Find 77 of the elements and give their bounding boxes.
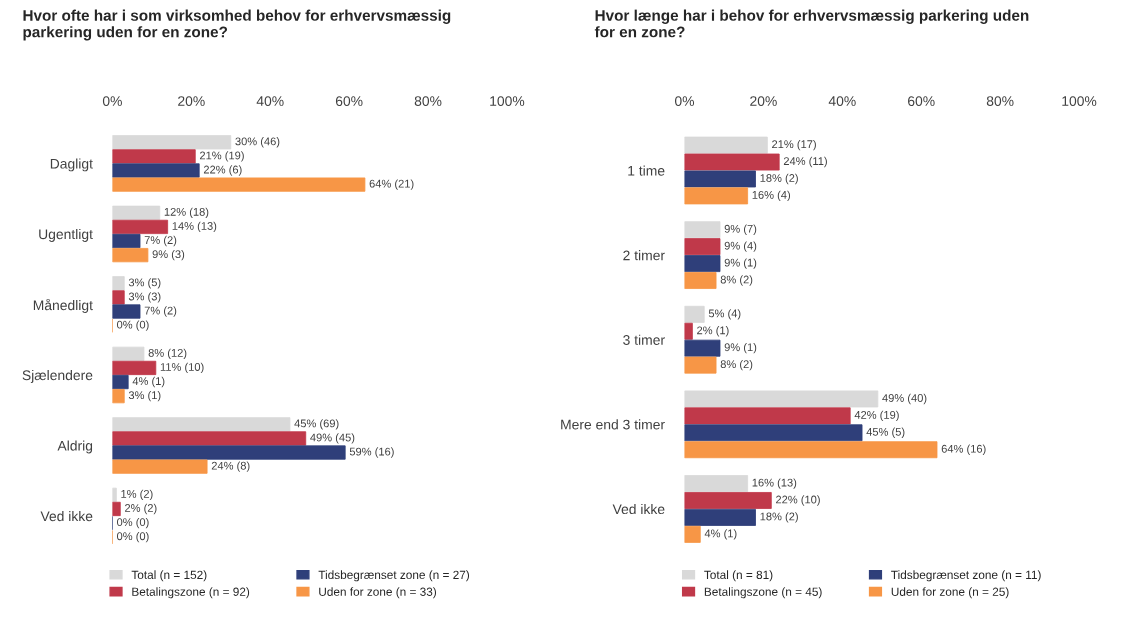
- data-label: 0% (0): [117, 517, 149, 529]
- x-tick-label: 40%: [828, 96, 856, 107]
- y-tick-label: Aldrig: [57, 440, 93, 454]
- x-tick-label: 20%: [178, 96, 205, 107]
- x-tick-label: 0%: [102, 96, 122, 107]
- x-tick-label: 40%: [256, 96, 284, 107]
- data-label: 5% (4): [708, 309, 741, 320]
- data-label: 22% (10): [776, 495, 820, 506]
- legend-label: Tidsbegrænset zone (n = 27): [318, 570, 470, 582]
- data-label: 0% (0): [117, 320, 149, 331]
- data-label: 45% (69): [294, 419, 339, 430]
- data-label: 4% (1): [704, 529, 737, 540]
- chart-title: Hvor længe har i behov for erhvervsmæssig parkering uden for en zone?: [594, 9, 1029, 38]
- data-label: 3% (3): [128, 292, 161, 303]
- y-tick-label: Sjælendere: [22, 369, 93, 383]
- data-label: 12% (18): [164, 207, 209, 218]
- x-tick-label: 60%: [335, 96, 363, 107]
- data-label: 9% (1): [724, 343, 757, 354]
- data-label: 16% (4): [752, 190, 790, 202]
- data-label: 16% (13): [752, 478, 797, 489]
- data-label: 24% (11): [783, 156, 827, 168]
- data-label: 64% (21): [369, 179, 414, 190]
- y-tick-label: 3 timer: [623, 334, 665, 345]
- data-label: 11% (10): [160, 362, 204, 374]
- x-tick-label: 0%: [675, 96, 695, 107]
- y-tick-label: 1 time: [628, 165, 665, 176]
- x-tick-label: 60%: [908, 96, 935, 107]
- y-tick-label: Ved ikke: [612, 503, 665, 515]
- y-tick-label: Ugentligt: [39, 228, 93, 242]
- data-label: 30% (46): [235, 137, 280, 148]
- data-label: 21% (17): [772, 139, 816, 151]
- data-label: 2% (2): [125, 503, 157, 515]
- data-label: 18% (2): [760, 512, 798, 523]
- data-label: 8% (12): [148, 348, 187, 360]
- legend-label: Uden for zone (n = 25): [891, 587, 1009, 599]
- data-label: 49% (40): [882, 393, 927, 405]
- chart-title: Hvor ofte har i som virksomhed behov for erhvervsmæssig parkering uden for en zone?: [23, 9, 451, 41]
- data-label: 7% (2): [144, 306, 177, 317]
- x-tick-label: 80%: [414, 96, 442, 107]
- legend-label: Tidsbegrænset zone (n = 11): [891, 570, 1041, 582]
- y-tick-label: Mere end 3 timer: [561, 419, 665, 430]
- data-label: 22% (6): [203, 165, 242, 176]
- legend-label: Betalingszone (n = 45): [704, 587, 822, 599]
- legend-label: Total (n = 152): [131, 570, 207, 582]
- x-tick-label: 20%: [750, 96, 777, 107]
- data-label: 2% (1): [697, 326, 729, 337]
- data-label: 9% (3): [152, 249, 185, 261]
- legend-label: Total (n = 81): [704, 570, 773, 582]
- data-label: 21% (19): [199, 151, 244, 162]
- data-label: 3% (1): [128, 390, 161, 402]
- data-label: 49% (45): [310, 433, 355, 444]
- data-label: 18% (2): [760, 173, 798, 185]
- data-label: 9% (1): [724, 258, 757, 269]
- data-label: 4% (1): [132, 376, 165, 388]
- y-tick-label: Månedligt: [33, 298, 93, 313]
- data-label: 24% (8): [211, 461, 250, 472]
- data-label: 42% (19): [854, 410, 899, 422]
- data-label: 8% (2): [720, 275, 753, 286]
- legend-label: Uden for zone (n = 33): [319, 587, 437, 599]
- data-label: 9% (4): [724, 241, 757, 252]
- x-tick-label: 100%: [1062, 96, 1097, 107]
- data-label: 8% (2): [720, 359, 753, 371]
- data-label: 45% (5): [866, 427, 905, 438]
- legend-label: Betalingszone (n = 92): [132, 587, 250, 599]
- data-label: 14% (13): [172, 221, 217, 233]
- y-tick-label: 2 timer: [623, 250, 665, 261]
- data-label: 64% (16): [941, 444, 986, 455]
- x-tick-label: 100%: [490, 96, 525, 107]
- data-label: 9% (7): [724, 224, 757, 235]
- data-label: 1% (2): [121, 489, 153, 501]
- data-label: 0% (0): [117, 531, 149, 543]
- y-tick-label: Dagligt: [50, 158, 93, 172]
- y-tick-label: Ved ikke: [40, 510, 93, 522]
- data-label: 7% (2): [144, 235, 177, 247]
- data-label: 59% (16): [349, 447, 394, 458]
- data-label: 3% (5): [128, 278, 161, 289]
- x-tick-label: 80%: [986, 96, 1014, 107]
